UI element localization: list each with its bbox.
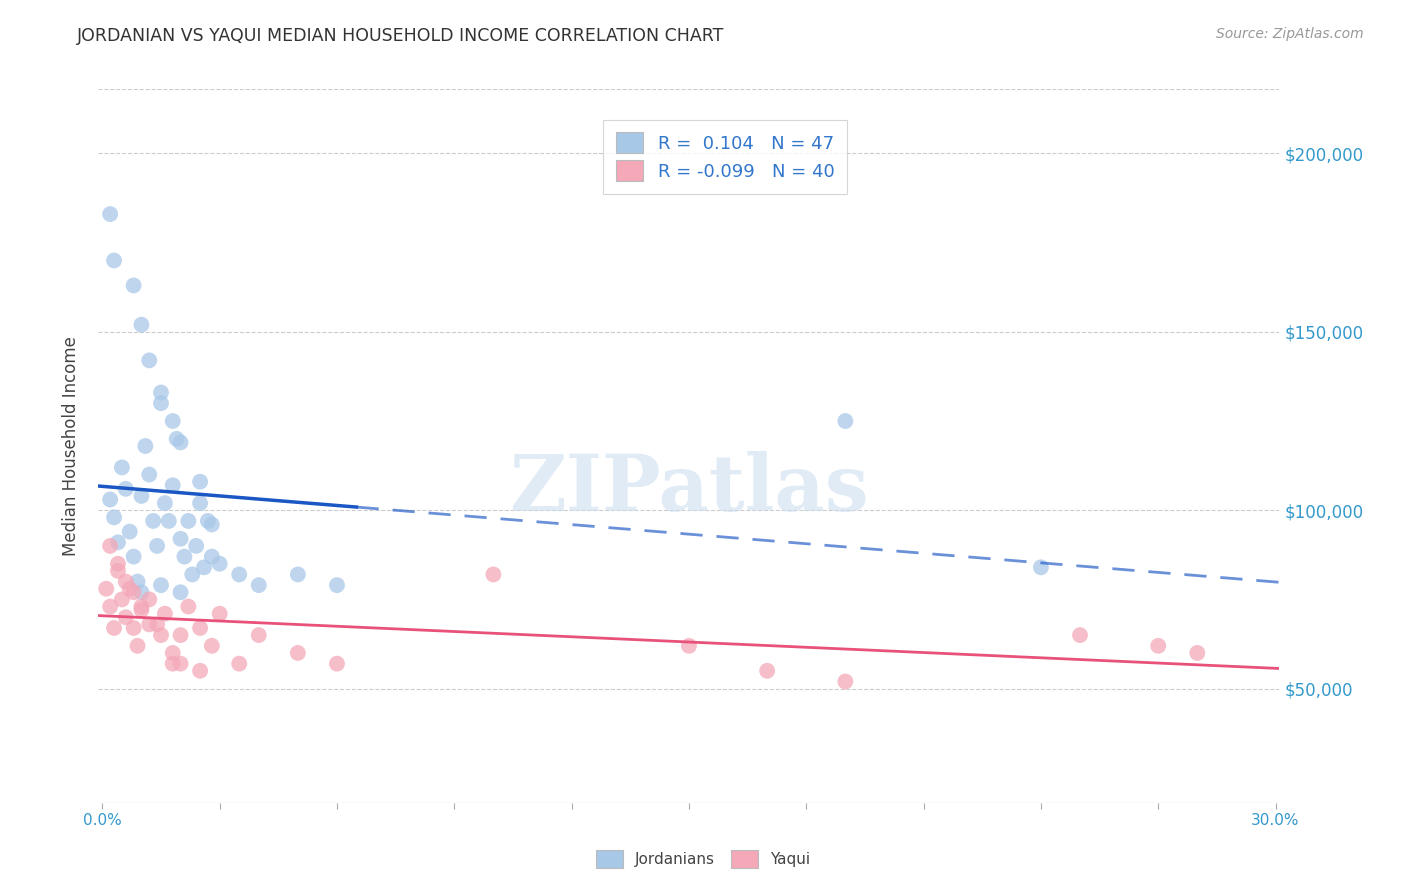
Point (482, 567, 505, 582)
Legend: Jordanians, Yaqui: Jordanians, Yaqui (588, 843, 818, 875)
Point (169, 532, 191, 546)
Point (122, 585, 145, 599)
Point (118, 582, 141, 596)
Point (287, 646, 309, 660)
Point (162, 414, 184, 428)
Point (834, 674, 856, 689)
Point (150, 385, 173, 400)
Point (146, 617, 169, 632)
Text: JORDANIAN VS YAQUI MEDIAN HOUSEHOLD INCOME CORRELATION CHART: JORDANIAN VS YAQUI MEDIAN HOUSEHOLD INCO… (77, 27, 724, 45)
Point (1069, 628, 1091, 642)
Point (98, 539, 121, 553)
Point (142, 514, 165, 528)
Point (186, 539, 208, 553)
Point (177, 599, 200, 614)
Point (201, 639, 224, 653)
Point (169, 435, 191, 450)
Point (122, 278, 145, 293)
Point (188, 621, 211, 635)
Point (228, 657, 250, 671)
Point (162, 478, 184, 492)
Point (157, 514, 180, 528)
Point (678, 639, 700, 653)
Legend: R =  0.104   N = 47, R = -0.099   N = 40: R = 0.104 N = 47, R = -0.099 N = 40 (603, 120, 846, 194)
Point (326, 657, 349, 671)
Point (138, 353, 160, 368)
Point (150, 578, 173, 592)
Point (201, 549, 224, 564)
Point (131, 489, 153, 503)
Point (162, 657, 184, 671)
Point (114, 610, 136, 624)
Text: ZIPatlas: ZIPatlas (509, 450, 869, 527)
Point (150, 628, 173, 642)
Text: Source: ZipAtlas.com: Source: ZipAtlas.com (1216, 27, 1364, 41)
Point (208, 557, 231, 571)
Point (208, 607, 231, 621)
Point (138, 592, 160, 607)
Point (153, 496, 176, 510)
Point (197, 514, 219, 528)
Point (326, 578, 349, 592)
Point (150, 396, 173, 410)
Point (131, 603, 153, 617)
Point (756, 664, 779, 678)
Point (177, 514, 200, 528)
Point (122, 549, 145, 564)
Point (131, 318, 153, 332)
Point (98, 207, 121, 221)
Point (166, 432, 188, 446)
Point (188, 475, 211, 489)
Point (103, 253, 125, 268)
Point (103, 510, 125, 524)
Point (247, 628, 270, 642)
Point (188, 496, 211, 510)
Point (114, 574, 136, 589)
Point (1029, 560, 1052, 574)
Point (134, 439, 156, 453)
Point (107, 557, 129, 571)
Point (127, 574, 149, 589)
Point (131, 599, 153, 614)
Point (107, 564, 129, 578)
Point (111, 460, 134, 475)
Point (162, 646, 184, 660)
Point (834, 414, 856, 428)
Point (201, 517, 224, 532)
Point (193, 560, 215, 574)
Point (169, 657, 191, 671)
Point (96, 582, 118, 596)
Point (153, 607, 176, 621)
Point (173, 549, 195, 564)
Point (169, 585, 191, 599)
Point (127, 639, 149, 653)
Point (111, 592, 134, 607)
Point (131, 585, 153, 599)
Point (98, 492, 121, 507)
Point (138, 467, 160, 482)
Point (1147, 639, 1170, 653)
Point (107, 535, 129, 549)
Point (247, 578, 270, 592)
Point (98, 599, 121, 614)
Point (146, 539, 169, 553)
Point (138, 617, 160, 632)
Point (169, 628, 191, 642)
Point (188, 664, 211, 678)
Point (287, 567, 309, 582)
Point (1187, 646, 1209, 660)
Y-axis label: Median Household Income: Median Household Income (62, 336, 80, 556)
Point (228, 567, 250, 582)
Point (181, 567, 204, 582)
Point (114, 482, 136, 496)
Point (118, 524, 141, 539)
Point (122, 621, 145, 635)
Point (103, 621, 125, 635)
